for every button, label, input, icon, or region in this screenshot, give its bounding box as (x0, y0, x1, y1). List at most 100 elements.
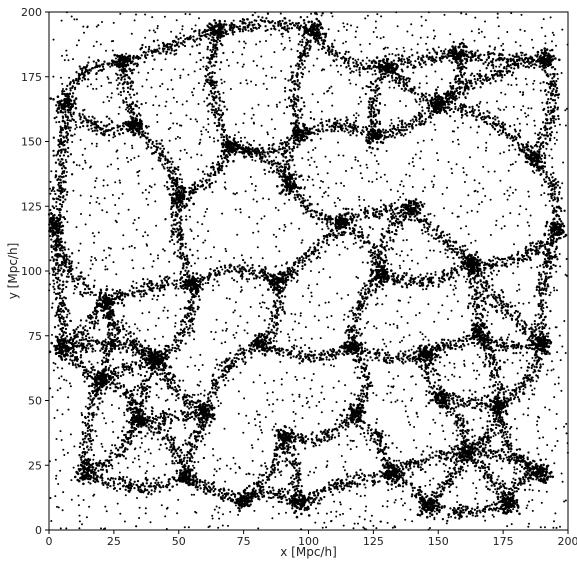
particle-point (409, 90, 412, 93)
particle-point (140, 54, 143, 57)
particle-point (163, 306, 166, 309)
particle-point (418, 63, 422, 66)
particle-point (489, 82, 492, 85)
particle-point (563, 425, 565, 428)
particle-point (403, 388, 405, 391)
particle-point (81, 76, 85, 79)
particle-point (519, 483, 522, 486)
particle-point (89, 293, 92, 296)
particle-point (198, 17, 200, 20)
particle-point (490, 272, 493, 275)
particle-point (388, 371, 390, 374)
particle-point (65, 88, 68, 91)
particle-point (360, 100, 362, 103)
particle-point (368, 115, 371, 118)
particle-point (183, 454, 186, 457)
particle-point (533, 393, 536, 396)
particle-point (193, 87, 195, 90)
particle-point (503, 108, 505, 111)
particle-point (175, 357, 178, 360)
particle-point (365, 439, 368, 442)
particle-point (116, 157, 119, 160)
particle-point (191, 91, 194, 94)
particle-point (553, 289, 556, 292)
particle-point (369, 112, 372, 115)
particle-point (371, 61, 374, 64)
particle-point (77, 249, 80, 252)
particle-point (66, 190, 69, 194)
particle-point (499, 53, 503, 56)
particle-point (306, 199, 309, 202)
particle-point (374, 114, 377, 117)
particle-point (492, 269, 495, 272)
particle-point (273, 27, 276, 30)
particle-point (125, 362, 128, 365)
particle-point (73, 18, 76, 21)
particle-point (66, 210, 68, 213)
particle-point (131, 144, 133, 147)
particle-point (156, 298, 159, 301)
particle-point (540, 133, 544, 136)
particle-point (126, 82, 130, 86)
particle-point (215, 470, 218, 473)
particle-point (153, 58, 156, 61)
particle-point (296, 95, 299, 98)
particle-point (411, 88, 414, 91)
particle-point (554, 142, 556, 145)
particle-point (173, 243, 176, 246)
particle-point (394, 400, 397, 403)
particle-point (553, 520, 555, 523)
particle-point (467, 79, 470, 82)
particle-point (303, 22, 306, 25)
particle-point (556, 351, 559, 354)
particle-point (240, 136, 242, 139)
particle-point (125, 74, 129, 77)
particle-point (261, 431, 263, 434)
particle-point (389, 188, 392, 191)
particle-point (185, 215, 188, 218)
particle-point (557, 382, 560, 385)
particle-point (199, 34, 203, 38)
particle-point (505, 67, 508, 70)
particle-point (281, 19, 284, 23)
particle-point (463, 363, 466, 366)
particle-point (308, 176, 311, 179)
particle-point (358, 198, 361, 201)
particle-point (265, 307, 268, 309)
particle-point (315, 507, 317, 510)
particle-point (358, 515, 361, 518)
particle-point (103, 197, 106, 200)
particle-point (474, 51, 477, 54)
particle-point (291, 393, 294, 396)
particle-point (482, 187, 485, 190)
particle-point (327, 326, 330, 329)
particle-point (494, 46, 497, 49)
particle-point (213, 468, 216, 471)
particle-point (293, 102, 296, 105)
particle-point (412, 345, 415, 348)
particle-point (323, 68, 326, 71)
particle-point (172, 96, 175, 99)
particle-point (225, 108, 229, 111)
particle-point (164, 58, 167, 61)
particle-point (252, 121, 255, 124)
particle-point (266, 399, 269, 401)
particle-point (263, 333, 266, 336)
particle-point (202, 88, 205, 91)
particle-point (311, 178, 314, 181)
particle-point (338, 443, 340, 446)
particle-point (297, 88, 300, 91)
particle-point (453, 120, 456, 122)
particle-point (177, 249, 180, 252)
particle-point (230, 367, 233, 370)
particle-point (190, 27, 193, 30)
particle-point (429, 515, 432, 518)
particle-point (502, 66, 506, 70)
particle-point (329, 64, 332, 67)
particle-point (392, 59, 396, 62)
particle-point (466, 248, 469, 251)
particle-point (479, 86, 482, 89)
particle-point (549, 97, 553, 100)
particle-point (165, 43, 169, 46)
particle-point (101, 65, 105, 68)
